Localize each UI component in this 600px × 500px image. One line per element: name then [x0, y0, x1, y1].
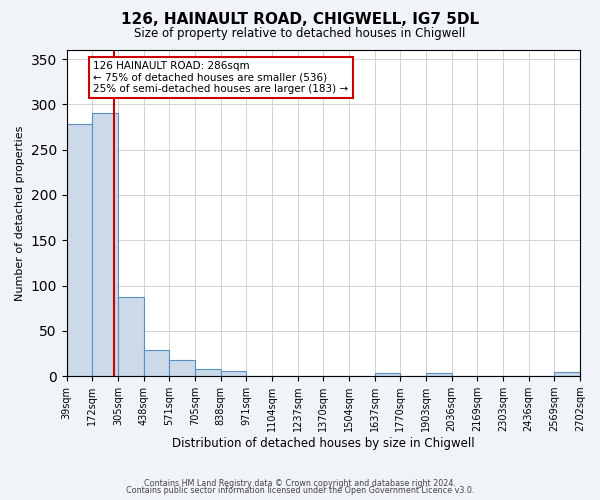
Bar [169, 360, 195, 376]
Bar [426, 374, 452, 376]
Bar [67, 124, 92, 376]
Text: Contains public sector information licensed under the Open Government Licence v3: Contains public sector information licen… [126, 486, 474, 495]
Bar [143, 350, 169, 376]
Bar [221, 370, 247, 376]
Bar [374, 374, 400, 376]
Bar [195, 369, 221, 376]
Bar [92, 114, 118, 376]
X-axis label: Distribution of detached houses by size in Chigwell: Distribution of detached houses by size … [172, 437, 475, 450]
Text: Size of property relative to detached houses in Chigwell: Size of property relative to detached ho… [134, 28, 466, 40]
Text: Contains HM Land Registry data © Crown copyright and database right 2024.: Contains HM Land Registry data © Crown c… [144, 478, 456, 488]
Text: 126 HAINAULT ROAD: 286sqm
← 75% of detached houses are smaller (536)
25% of semi: 126 HAINAULT ROAD: 286sqm ← 75% of detac… [93, 61, 349, 94]
Bar [118, 298, 143, 376]
Bar [554, 372, 580, 376]
Text: 126, HAINAULT ROAD, CHIGWELL, IG7 5DL: 126, HAINAULT ROAD, CHIGWELL, IG7 5DL [121, 12, 479, 28]
Y-axis label: Number of detached properties: Number of detached properties [15, 126, 25, 300]
